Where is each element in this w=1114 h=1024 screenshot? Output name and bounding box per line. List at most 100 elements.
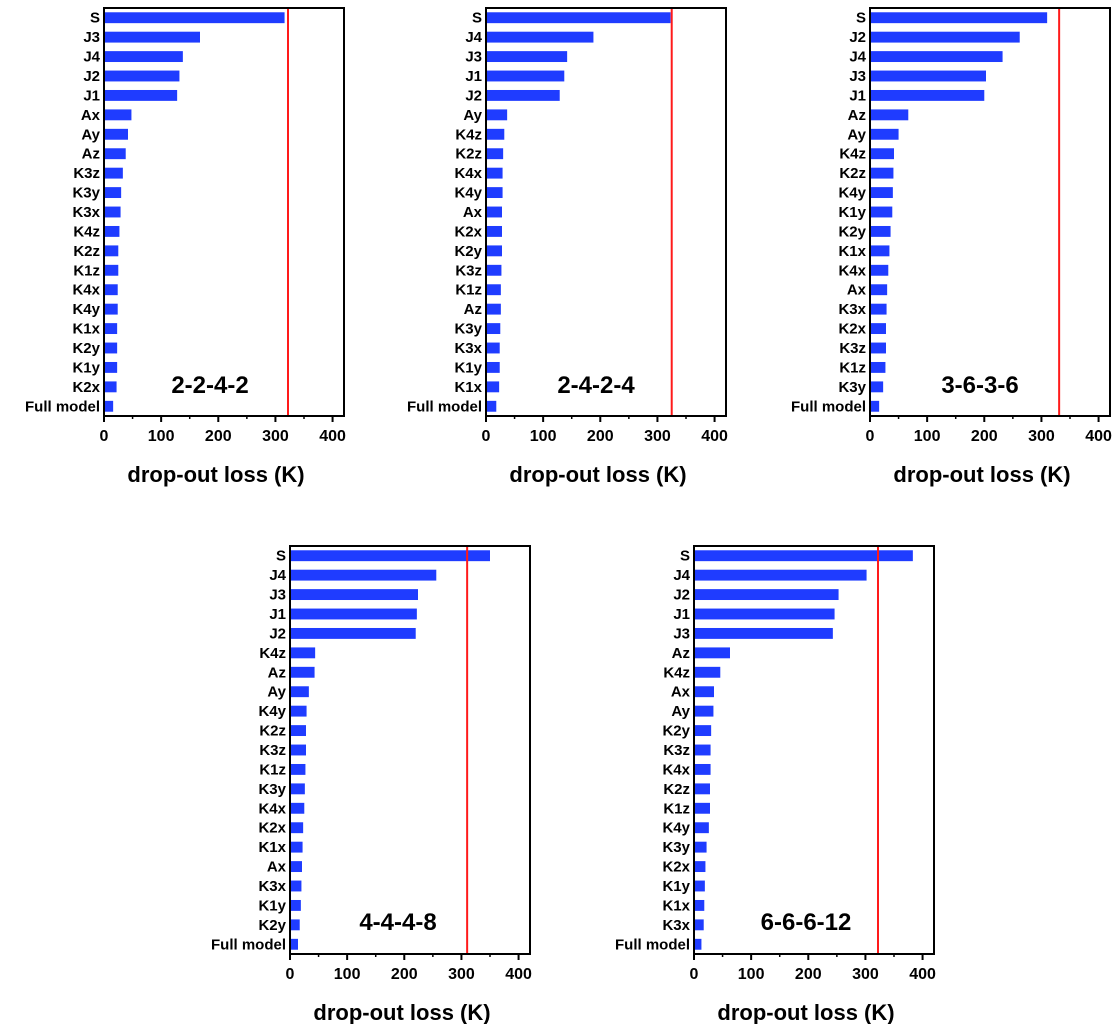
bar-s [290,550,490,562]
bar-k2z [290,725,306,737]
bar-k3y [104,187,122,199]
category-label: J3 [465,49,482,66]
category-label: Full model [25,398,100,415]
x-tick-label: 300 [1028,428,1055,445]
category-label: K4z [455,126,482,143]
bar-s [104,12,285,24]
bar-k3x [104,206,121,218]
category-label: K2x [838,321,866,338]
bar-k2x [290,822,304,834]
bar-j4 [104,51,183,63]
x-tick-label: 100 [738,966,765,983]
category-label: J1 [269,606,286,623]
category-label: J4 [269,567,286,584]
plot-frame [485,7,727,417]
bar-j2 [870,31,1020,43]
category-label: K2x [72,379,100,396]
category-label: K2x [454,223,482,240]
category-label: K3z [73,165,100,182]
x-tick-label: 200 [795,966,822,983]
category-label: Ax [847,282,867,299]
bar-k3z [694,744,711,756]
category-label: K2y [838,223,866,240]
bar-j1 [104,89,178,101]
category-label: Full model [407,398,482,415]
bar-k1z [486,284,501,296]
category-label: J3 [83,29,100,46]
plot-frame [869,7,1111,417]
x-tick-label: 200 [971,428,998,445]
category-label: Az [268,664,286,681]
category-label: Az [672,645,690,662]
bar-j3 [870,70,986,82]
bar-k4y [290,705,307,717]
category-label: J2 [849,29,866,46]
x-tick-label: 0 [286,966,295,983]
bar-full-model [104,400,114,412]
bar-k1x [290,841,303,853]
category-label: K1x [838,243,866,260]
bar-k2x [486,225,502,237]
bar-k1z [290,763,306,775]
bar-k3x [870,303,887,315]
category-label: K1z [839,359,866,376]
model-annotation: 2-2-4-2 [171,372,248,399]
x-tick-label: 400 [909,966,936,983]
category-label: K4y [662,820,690,837]
category-label: S [90,10,100,27]
plot-frame [693,545,935,955]
x-tick-label: 0 [100,428,109,445]
bar-k2x [104,381,117,393]
bar-k1y [290,899,301,911]
bar-k4y [870,187,893,199]
category-label: K4x [662,761,690,778]
x-tick-label: 300 [852,966,879,983]
category-label: J2 [465,87,482,104]
category-label: J4 [849,49,866,66]
category-label: K3x [72,204,100,221]
category-label: J4 [465,29,482,46]
x-axis-label: drop-out loss (K) [313,1000,490,1024]
category-label: K1x [662,897,690,914]
category-label: J1 [849,87,866,104]
x-tick-label: 200 [391,966,418,983]
bar-az [694,647,730,659]
bar-j3 [290,589,418,601]
x-tick-label: 400 [701,428,728,445]
bar-k4z [486,128,505,140]
bar-az [290,666,315,678]
bar-j4 [870,51,1003,63]
category-label: K1x [72,321,100,338]
category-label: Ay [671,703,690,720]
category-label: K2y [662,723,690,740]
category-label: K4x [258,800,286,817]
bar-k1x [104,323,118,335]
category-label: K2x [258,820,286,837]
category-label: K2y [454,243,482,260]
bar-k2x [694,861,706,873]
category-label: Az [464,301,482,318]
category-label: J2 [83,68,100,85]
bar-j4 [486,31,594,43]
category-label: K4z [663,664,690,681]
bar-az [486,303,501,315]
bar-k3y [870,381,884,393]
bar-j3 [694,627,833,639]
bar-k2x [870,323,886,335]
bar-k2z [694,783,710,795]
bar-az [104,148,126,160]
bar-k3z [486,264,502,276]
category-label: K1x [454,379,482,396]
category-label: K2y [258,917,286,934]
x-tick-label: 0 [690,966,699,983]
bar-k2y [290,919,300,931]
bar-j4 [290,569,437,581]
category-label: K4x [838,262,866,279]
bar-k2y [694,725,712,737]
category-label: K1z [73,262,100,279]
plot-frame [289,545,531,955]
category-label: K2z [73,243,100,260]
x-tick-label: 0 [866,428,875,445]
category-label: J2 [269,625,286,642]
